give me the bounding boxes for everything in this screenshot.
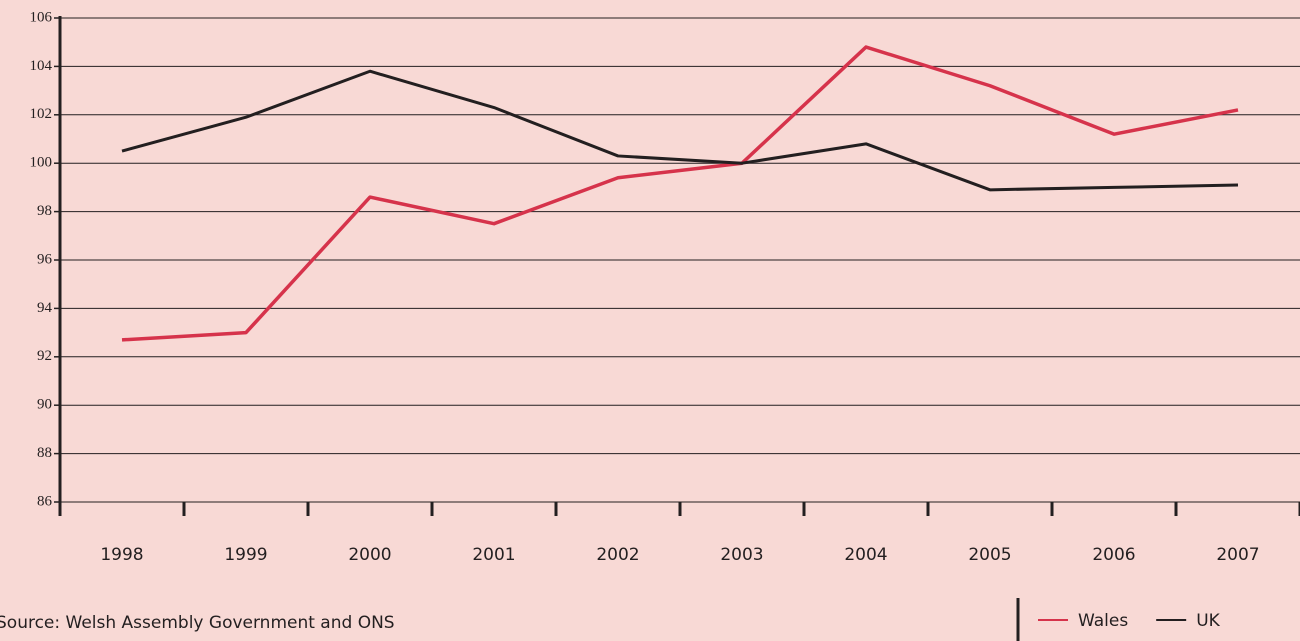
legend-label: UK — [1196, 611, 1220, 631]
x-tick-label: 1999 — [224, 545, 267, 565]
y-tick-label: 96 — [37, 251, 53, 267]
x-tick-label: 2003 — [720, 545, 763, 565]
x-tick-label: 1998 — [100, 545, 143, 565]
x-tick-label: 2000 — [348, 545, 391, 565]
y-tick-label: 88 — [37, 445, 52, 461]
y-tick-label: 104 — [30, 58, 53, 74]
series-line — [121, 45, 1239, 342]
x-tick-label: 2007 — [1216, 545, 1259, 565]
y-tick-label: 98 — [37, 203, 52, 219]
y-tick-label: 102 — [30, 106, 53, 122]
y-tick-label: 106 — [30, 9, 53, 25]
x-tick-label: 2006 — [1092, 545, 1135, 565]
x-tick-label: 2002 — [596, 545, 639, 565]
source-note: Source: Welsh Assembly Government and ON… — [0, 613, 395, 633]
x-tick-label: 2005 — [968, 545, 1011, 565]
legend-label: Wales — [1078, 611, 1128, 631]
y-tick-label: 94 — [37, 300, 53, 316]
series-line — [121, 69, 1239, 192]
y-tick-label: 92 — [37, 348, 52, 364]
y-tick-label: 100 — [30, 155, 53, 171]
x-tick-label: 2004 — [844, 545, 887, 565]
y-tick-label: 86 — [37, 493, 53, 509]
y-tick-label: 90 — [37, 397, 52, 413]
x-tick-label: 2001 — [472, 545, 515, 565]
